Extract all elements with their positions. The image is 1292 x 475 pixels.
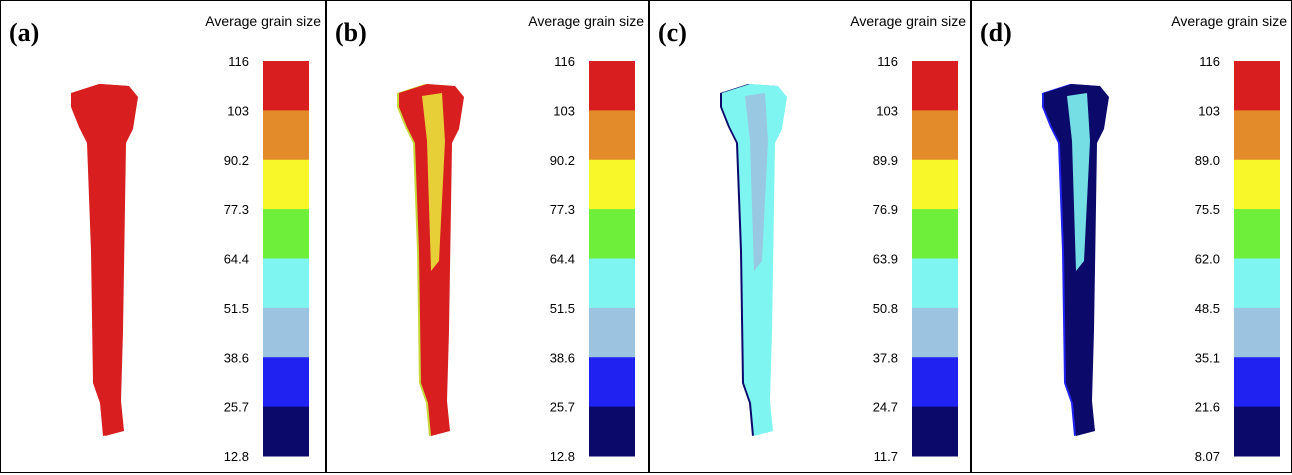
legend-tick: 89.0	[1195, 153, 1220, 168]
panel-canvas: (c) Average grain size 116 103 89.9 76.9 63.9 5…	[650, 1, 971, 473]
legend-band	[589, 61, 635, 111]
legend-tick: 103	[1198, 103, 1220, 118]
legend-tick: 77.3	[550, 202, 575, 217]
panel: (a) Average grain size 116 103 90.2 77.3 64.4 5…	[0, 0, 326, 473]
panel-canvas: (d) Average grain size 116 103 89.0 75.5 62.0 4…	[972, 1, 1292, 473]
legend-tick: 48.5	[1195, 301, 1220, 316]
legend-tick: 25.7	[224, 400, 249, 415]
legend-tick: 11.7	[874, 449, 898, 464]
legend-tick: 90.2	[550, 153, 575, 168]
legend-tick: 103	[227, 103, 249, 118]
legend-band	[1234, 209, 1280, 259]
panel-label: (b)	[335, 18, 367, 47]
legend-band	[263, 259, 309, 309]
legend-band	[1234, 61, 1280, 111]
legend-band	[912, 61, 958, 111]
legend-tick: 116	[1199, 54, 1220, 69]
legend-band	[1234, 308, 1280, 358]
legend-tick: 51.5	[224, 301, 249, 316]
legend-tick: 116	[228, 54, 249, 69]
legend-band	[912, 357, 958, 407]
legend-tick: 103	[553, 103, 575, 118]
legend-tick: 62.0	[1195, 252, 1220, 267]
legend-band	[589, 110, 635, 160]
legend-tick: 64.4	[550, 252, 575, 267]
legend-tick: 38.6	[550, 350, 575, 365]
legend-band	[263, 357, 309, 407]
legend-band	[589, 357, 635, 407]
legend-band	[1234, 110, 1280, 160]
panel-label: (d)	[980, 18, 1012, 47]
panel: (b) Average grain size 116 103 90.2 77.3 64.4 5…	[326, 0, 649, 473]
legend-tick: 35.1	[1195, 350, 1220, 365]
panel-canvas: (b) Average grain size 116 103 90.2 77.3 64.4 5…	[327, 1, 649, 473]
legend-tick: 76.9	[873, 202, 898, 217]
legend-tick: 116	[877, 54, 898, 69]
legend-tick: 63.9	[873, 252, 898, 267]
legend-tick: 21.6	[1195, 400, 1220, 415]
legend-band	[589, 160, 635, 210]
legend-band	[1234, 259, 1280, 309]
legend-tick: 103	[876, 103, 898, 118]
figure: {"panels": [ {"label": "(a)", "title": "…	[0, 0, 1292, 475]
legend-band	[263, 308, 309, 358]
legend-band	[912, 407, 958, 457]
legend-band	[912, 259, 958, 309]
legend-title: Average grain size	[850, 13, 966, 29]
legend-band	[912, 209, 958, 259]
legend-tick: 38.6	[224, 350, 249, 365]
legend-band	[1234, 407, 1280, 457]
legend-band	[263, 110, 309, 160]
legend-tick: 90.2	[224, 153, 249, 168]
legend-band	[589, 407, 635, 457]
legend-tick: 89.9	[873, 153, 898, 168]
legend-tick: 77.3	[224, 202, 249, 217]
legend-tick: 8.07	[1195, 449, 1220, 464]
panel: (d) Average grain size 116 103 89.0 75.5 62.0 4…	[971, 0, 1292, 473]
legend-band	[589, 308, 635, 358]
legend-band	[912, 160, 958, 210]
legend-band	[912, 308, 958, 358]
panel-label: (a)	[9, 18, 39, 47]
legend-title: Average grain size	[1171, 13, 1287, 29]
legend-tick: 25.7	[550, 400, 575, 415]
legend-band	[912, 110, 958, 160]
legend-tick: 12.8	[224, 449, 249, 464]
legend-band	[263, 160, 309, 210]
legend-tick: 64.4	[224, 252, 249, 267]
legend-band	[589, 209, 635, 259]
legend-band	[263, 61, 309, 111]
legend-title: Average grain size	[528, 13, 644, 29]
panel-canvas: (a) Average grain size 116 103 90.2 77.3 64.4 5…	[1, 1, 326, 473]
legend-tick: 24.7	[873, 400, 898, 415]
legend-band	[263, 209, 309, 259]
panel: (c) Average grain size 116 103 89.9 76.9 63.9 5…	[649, 0, 971, 473]
legend-tick: 75.5	[1195, 202, 1220, 217]
legend-band	[1234, 160, 1280, 210]
legend-tick: 51.5	[550, 301, 575, 316]
legend-tick: 37.8	[873, 350, 898, 365]
legend-title: Average grain size	[205, 13, 321, 29]
legend-tick: 116	[554, 54, 575, 69]
legend-tick: 12.8	[550, 449, 575, 464]
legend-band	[263, 407, 309, 457]
legend-band	[589, 259, 635, 309]
legend-tick: 50.8	[873, 301, 898, 316]
panel-label: (c)	[658, 18, 687, 47]
legend-band	[1234, 357, 1280, 407]
